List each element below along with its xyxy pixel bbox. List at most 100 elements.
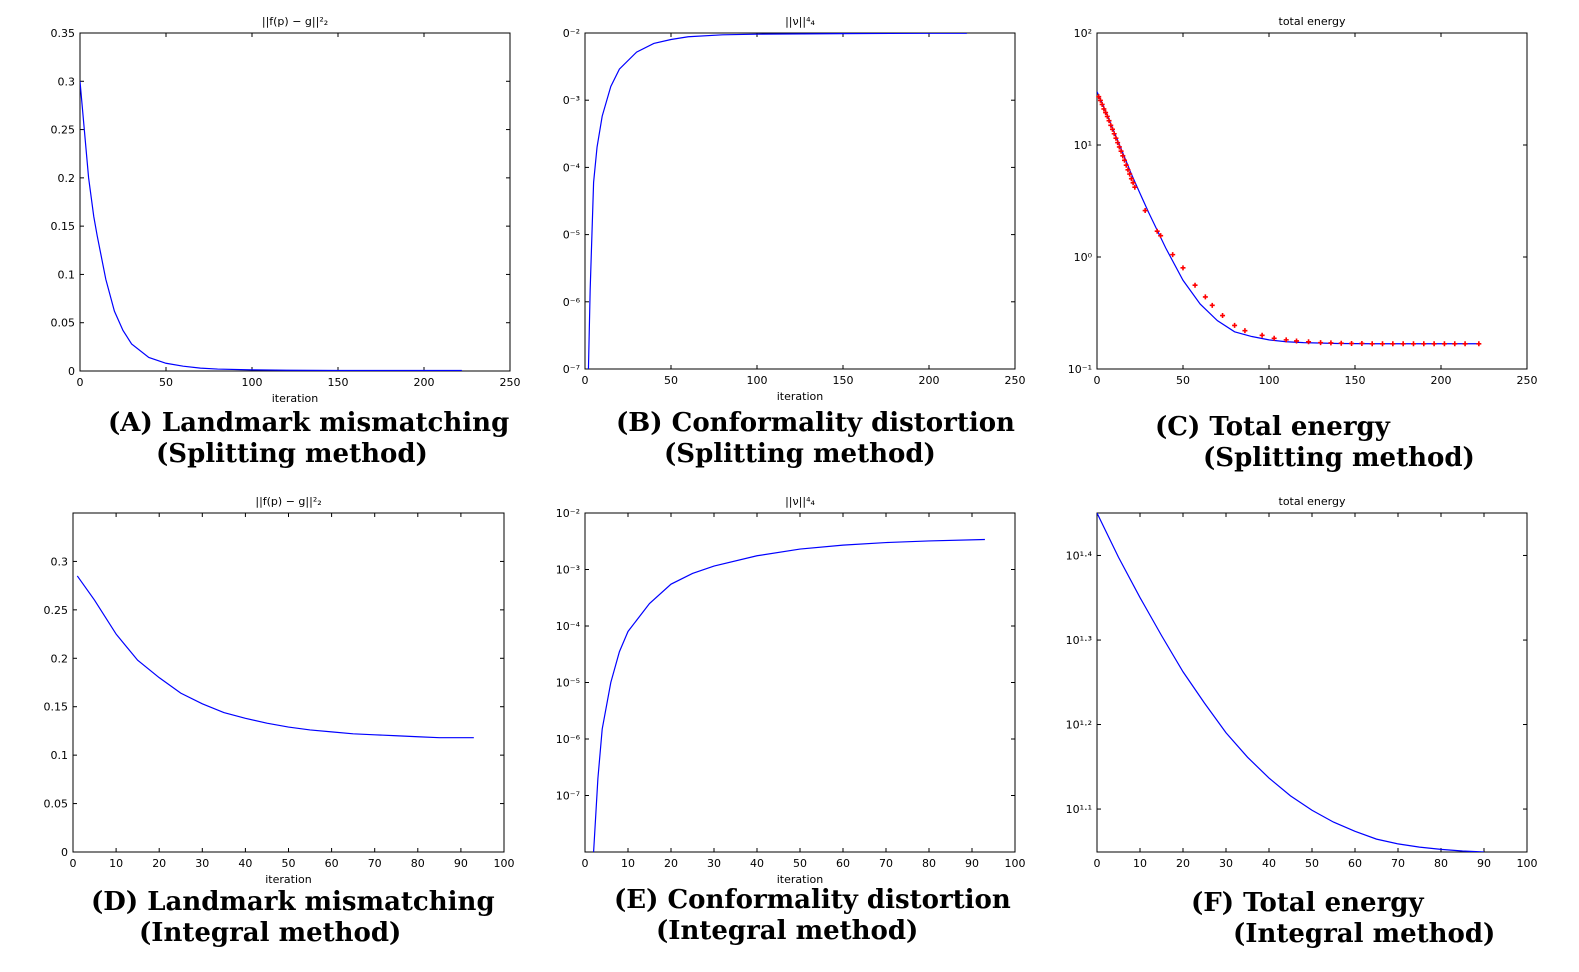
data-marker-c [1220,313,1226,319]
caption-e-line1: (E) Conformality distortion [614,885,1011,915]
data-marker-c [1142,208,1148,214]
x-tick-label-d: 30 [195,857,209,870]
caption-d-line2: (Integral method) [139,918,402,948]
y-tick-label-a: 0.35 [51,27,76,40]
x-tick-label-e: 40 [750,857,764,870]
data-marker-c [1099,101,1105,107]
y-tick-label-b: 0⁻⁶ [563,296,581,309]
chart-title-a: ||f(p) − g||²₂ [262,15,328,28]
data-marker-c [1132,184,1138,190]
x-axis-label-b: iteration [777,390,823,403]
y-tick-label-a: 0.05 [51,317,76,330]
caption-c-line1: (C) Total energy [1155,412,1390,442]
data-marker-c [1441,341,1447,347]
axes-box-d [72,512,505,853]
data-marker-c [1125,167,1131,173]
chart-title-c: total energy [1279,15,1346,28]
y-tick-label-e: 10⁻⁷ [556,790,580,803]
x-tick-label-c: 150 [1345,374,1366,387]
chart-b: 0 50 100 150 200 250 0⁻⁷ 0⁻⁶ 0⁻⁵ 0⁻⁴ 0⁻³ 0⁻² ||ν||⁴₄… [563,15,1026,403]
chart-f: 0 10 20 30 40 50 60 70 80 90 100 10¹·¹ 10¹·² 10¹·³ 10¹… [1066,495,1538,870]
data-marker-c [1242,328,1248,334]
x-tick-label-f: 0 [1094,857,1101,870]
data-marker-c [1452,341,1458,347]
y-tick-label-c: 10¹ [1074,139,1092,152]
caption-e-line2: (Integral method) [656,916,919,946]
x-tick-label-f: 20 [1176,857,1190,870]
x-tick-label-d: 90 [454,857,468,870]
data-marker-c [1097,97,1103,103]
x-tick-label-f: 100 [1517,857,1538,870]
data-marker-c [1120,153,1126,159]
x-tick-label-f: 50 [1305,857,1319,870]
data-marker-c [1306,339,1312,345]
y-tick-label-d: 0.2 [51,652,69,665]
data-marker-c [1476,341,1482,347]
y-tick-label-f: 10¹·² [1066,719,1092,732]
y-tick-label-f: 10¹·⁴ [1066,549,1093,562]
x-tick-label-b: 50 [664,374,678,387]
data-marker-c [1328,340,1334,346]
y-tick-label-e: 10⁻⁶ [556,733,581,746]
data-marker-c [1116,144,1122,150]
series-line-b [587,33,967,369]
axes-box-e [584,512,1016,853]
x-axis-label-a: iteration [272,392,318,405]
data-marker-c [1113,135,1119,141]
data-marker-c [1123,162,1129,168]
x-tick-label-e: 20 [664,857,678,870]
x-tick-label-c: 100 [1259,374,1280,387]
data-marker-c [1400,341,1406,347]
axes-box-b [584,32,1016,370]
x-tick-label-d: 20 [152,857,166,870]
y-tick-label-d: 0.15 [44,701,69,714]
caption-b-line2: (Splitting method) [664,439,936,469]
x-tick-label-e: 10 [621,857,635,870]
x-tick-label-a: 0 [77,376,84,389]
y-tick-label-e: 10⁻² [556,507,580,520]
chart-title-e: ||ν||⁴₄ [785,495,815,508]
series-line-d [76,575,474,739]
x-tick-label-e: 70 [879,857,893,870]
series-line-c [1097,91,1479,345]
data-marker-c [1380,341,1386,347]
caption-f-line2: (Integral method) [1233,919,1496,949]
data-marker-c [1318,340,1324,346]
data-marker-c [1294,338,1300,344]
x-tick-label-c: 200 [1431,374,1452,387]
x-axis-label-e: iteration [777,873,823,886]
x-tick-label-e: 0 [582,857,589,870]
y-tick-label-c: 10⁰ [1074,251,1093,264]
caption-f: (F) Total energy (Integral method) [1191,888,1495,950]
data-marker-c [1202,294,1208,300]
x-tick-label-f: 70 [1391,857,1405,870]
x-tick-label-b: 250 [1005,374,1026,387]
y-tick-label-f: 10¹·¹ [1066,803,1092,816]
data-marker-c [1158,233,1164,239]
data-marker-c [1283,337,1289,343]
data-marker-c [1192,282,1198,288]
data-marker-c [1421,341,1427,347]
caption-f-line1: (F) Total energy [1191,888,1424,918]
x-tick-label-a: 200 [414,376,435,389]
caption-a-line2: (Splitting method) [156,439,428,469]
data-marker-c [1130,180,1136,186]
data-marker-c [1111,131,1117,137]
series-line-f [1097,513,1485,852]
chart-title-f: total energy [1279,495,1346,508]
data-marker-c [1101,106,1107,112]
data-marker-c [1338,340,1344,346]
axes-box-f [1096,512,1528,853]
data-marker-c [1128,176,1134,182]
x-axis-label-d: iteration [265,873,311,886]
caption-c-line2: (Splitting method) [1203,443,1475,473]
data-marker-c [1154,228,1160,234]
x-tick-label-f: 30 [1219,857,1233,870]
y-tick-label-a: 0.1 [58,268,76,281]
x-tick-label-e: 90 [965,857,979,870]
y-tick-label-d: 0.3 [51,555,69,568]
data-marker-c [1462,341,1468,347]
x-tick-label-d: 70 [368,857,382,870]
y-tick-label-e: 10⁻³ [556,564,580,577]
